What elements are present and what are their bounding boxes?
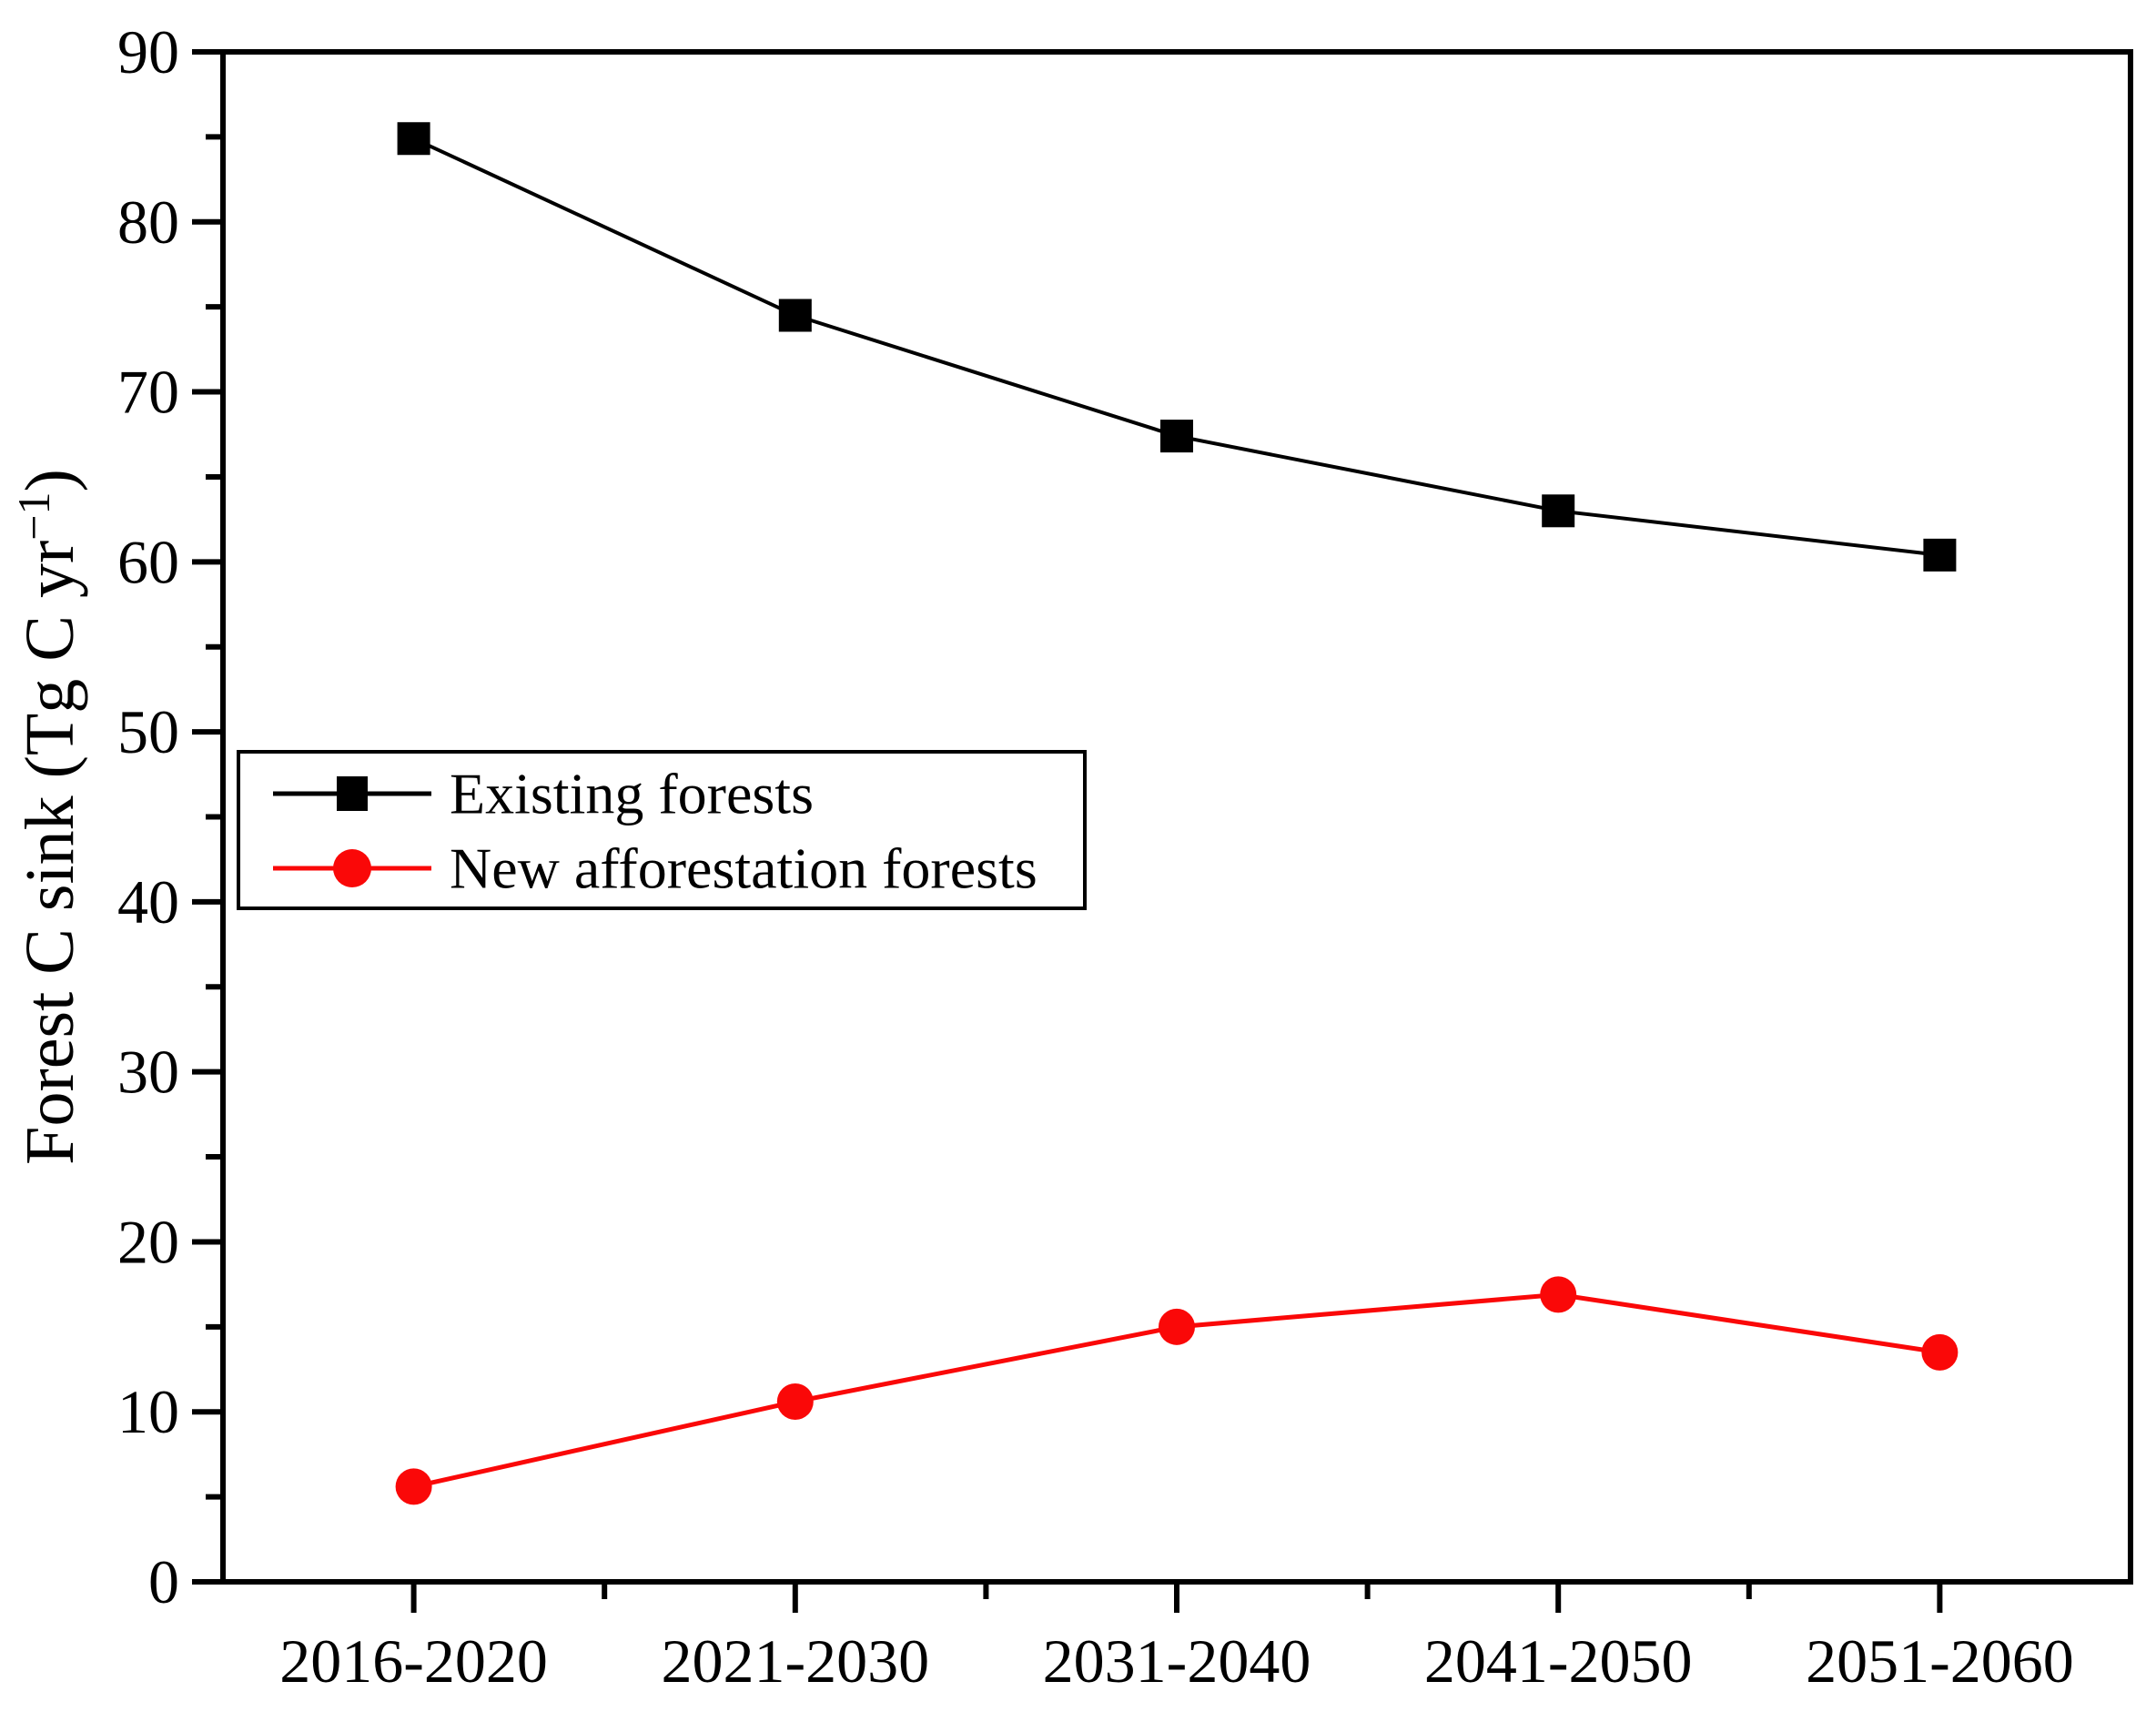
data-point-marker [1921,1333,1959,1371]
legend-circle-marker-icon [333,849,371,887]
y-axis-title-suffix: ) [12,469,88,491]
data-point-marker [776,1383,814,1421]
legend-box [237,750,1087,910]
data-point-marker [397,122,430,156]
x-tick-label: 2041-2050 [1424,1626,1693,1696]
y-tick-label: 0 [148,1547,179,1616]
legend-label: New afforestation forests [450,836,1038,901]
y-tick-label: 10 [117,1377,179,1446]
y-tick-label: 20 [117,1207,179,1276]
y-tick-label: 90 [117,17,179,86]
y-tick-label: 60 [117,527,179,596]
data-point-marker [778,299,812,332]
y-axis-title: Forest C sink (Tg C yr−1) [8,469,88,1165]
y-axis-title-superscript: −1 [8,491,59,540]
y-tick-label: 50 [117,697,179,766]
x-axis-tick-labels: 2016-2020 2021-2030 2031-2040 2041-2050 2051… [279,1626,2073,1696]
data-point-marker [1540,1276,1577,1313]
x-tick-label: 2021-2030 [661,1626,929,1696]
series-markers [395,122,1959,1505]
y-tick-label: 30 [117,1038,179,1107]
y-axis-ticks [192,49,223,1585]
y-tick-label: 40 [117,867,179,937]
legend-entries: Existing forests New afforestation forest… [273,762,1038,901]
y-axis-tick-labels: 0 10 20 30 40 50 60 70 80 90 [117,17,179,1616]
legend-square-marker-icon [337,776,368,811]
legend-label: Existing forests [450,762,814,826]
data-point-marker [1542,494,1575,528]
data-point-marker [1160,420,1193,453]
x-axis-ticks [410,1582,1943,1613]
data-point-marker [395,1468,432,1505]
x-tick-label: 2031-2040 [1043,1626,1311,1696]
data-point-marker [1923,538,1957,572]
x-tick-label: 2016-2020 [279,1626,548,1696]
data-point-marker [1159,1308,1195,1345]
y-tick-label: 70 [117,358,179,427]
x-tick-label: 2051-2060 [1806,1626,2074,1696]
y-axis-title-main: Forest C sink (Tg C yr [12,541,88,1165]
legend: Existing forests New afforestation forest… [237,750,1087,910]
y-tick-label: 80 [117,187,179,257]
